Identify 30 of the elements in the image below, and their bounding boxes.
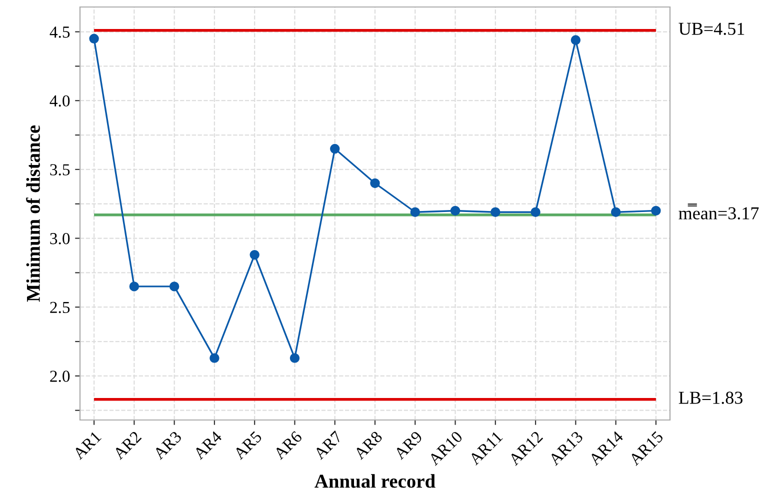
point [651, 206, 661, 216]
ref-line-label: UB=4.51 [678, 22, 744, 35]
point [570, 35, 581, 45]
y-tick-label: 3.0 [50, 232, 70, 244]
y-tick-label: 4.5 [50, 26, 70, 38]
y-tick-label: 3.5 [50, 164, 70, 176]
ref-line-label: LB=1.83 [678, 392, 742, 404]
point [129, 282, 140, 292]
y-tick-label: 2.5 [50, 302, 70, 314]
point [210, 353, 220, 363]
y-tick-label: 4.0 [50, 95, 70, 107]
point [490, 207, 500, 217]
point [250, 250, 260, 260]
ref-line-label: m̿ean=3.17 [678, 204, 759, 220]
x-axis-title: Annual record [314, 474, 436, 488]
x-tick-label: AR9 [393, 430, 423, 460]
point [610, 207, 621, 217]
point [89, 34, 99, 44]
point [530, 207, 540, 217]
point [290, 353, 300, 363]
x-tick-label: AR3 [152, 430, 182, 460]
point [169, 282, 180, 292]
point [450, 206, 460, 216]
y-axis-title: Minimum of distance [26, 125, 40, 302]
point [410, 207, 420, 217]
point [370, 178, 380, 188]
y-tick-label: 2.0 [50, 370, 70, 382]
x-tick-label: AR1 [72, 430, 102, 460]
point [330, 144, 340, 154]
x-tick-label: AR2 [112, 430, 142, 460]
